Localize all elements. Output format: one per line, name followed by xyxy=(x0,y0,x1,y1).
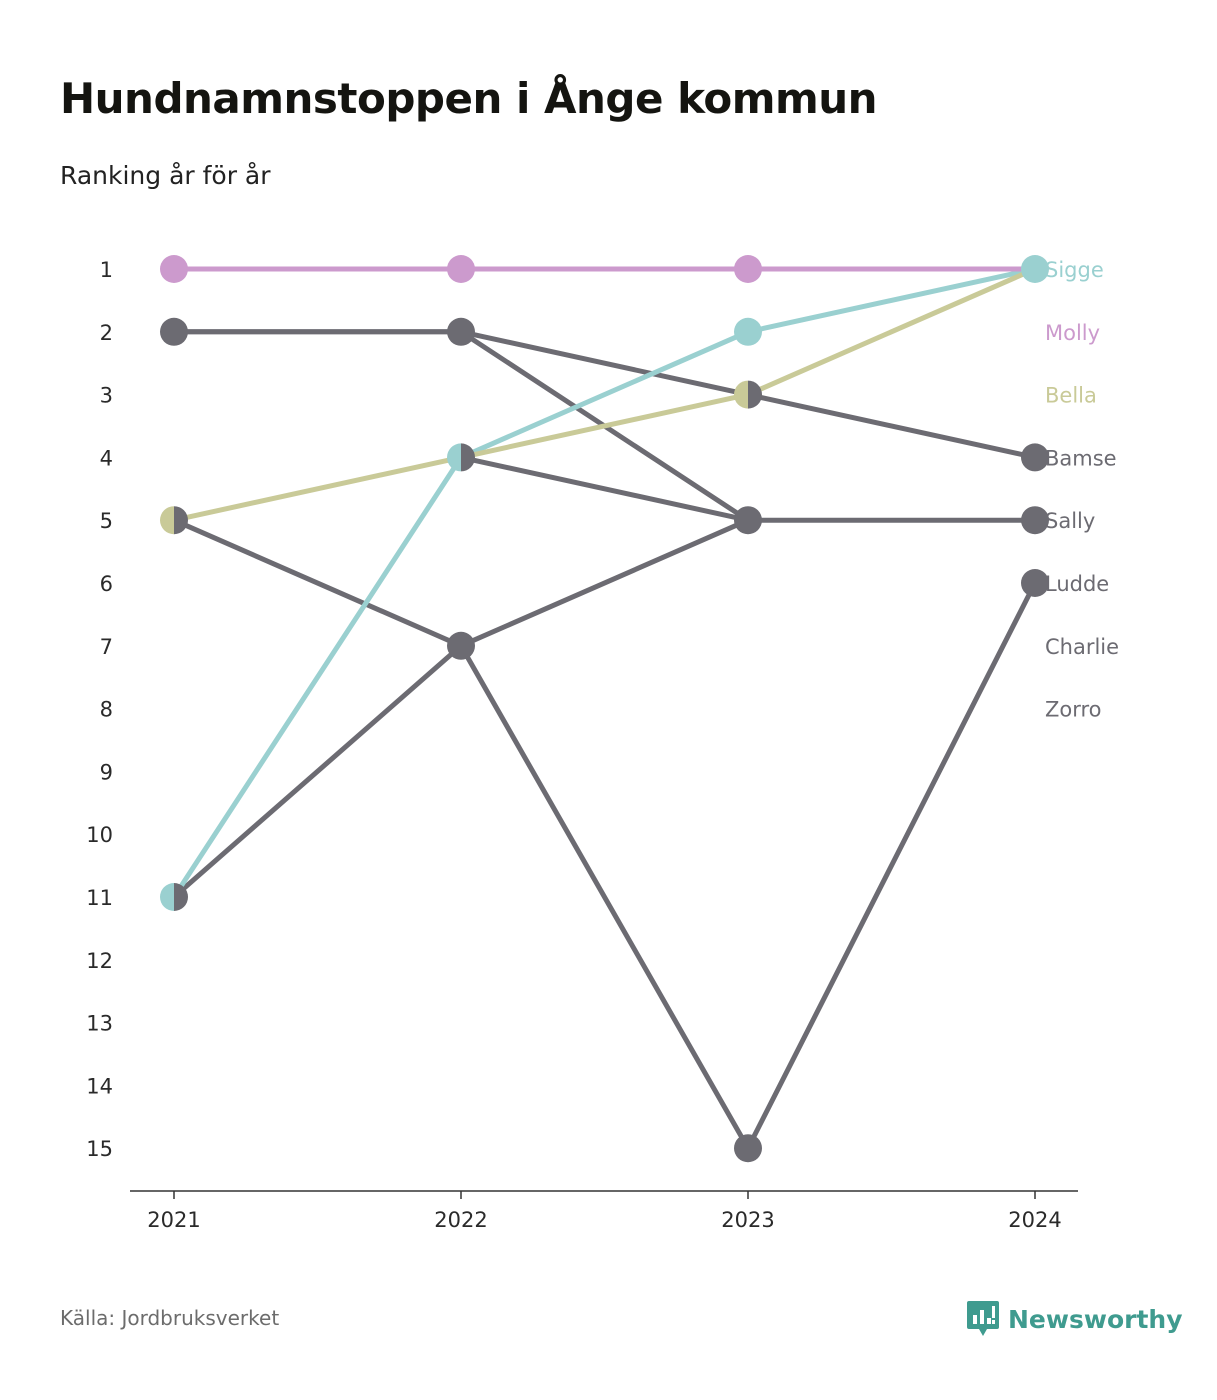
series-label-zorro: Zorro xyxy=(1045,698,1102,722)
series-label-charlie: Charlie xyxy=(1045,635,1119,659)
data-point-ludde xyxy=(1021,569,1049,597)
series-label-bella: Bella xyxy=(1045,384,1097,408)
data-point-molly xyxy=(160,255,188,283)
data-point-sally-ludde xyxy=(447,631,475,660)
y-tick-label: 2 xyxy=(100,321,113,345)
y-tick-label: 4 xyxy=(100,446,113,470)
data-point-bella-ludde-right xyxy=(174,506,188,535)
series-label-sally: Sally xyxy=(1045,509,1095,533)
series-label-molly: Molly xyxy=(1045,321,1100,345)
data-point-sally xyxy=(1021,506,1049,535)
series-label-bamse: Bamse xyxy=(1045,446,1117,470)
y-tick-label: 5 xyxy=(100,509,113,533)
y-tick-label: 11 xyxy=(86,886,113,910)
chart-subtitle: Ranking år för år xyxy=(60,161,271,190)
bar-chart-speech-bubble-icon xyxy=(967,1301,999,1336)
data-point-sigge-bella-charlie-right xyxy=(461,443,476,472)
data-point-sigge xyxy=(734,317,762,346)
chart-title: Hundnamnstoppen i Ånge kommun xyxy=(60,74,878,123)
data-point-bamse-zorro xyxy=(447,317,475,346)
data-point-bamse xyxy=(1021,443,1049,472)
y-tick-label: 1 xyxy=(100,258,113,282)
y-tick-label: 15 xyxy=(86,1137,113,1161)
y-tick-label: 3 xyxy=(100,384,113,408)
y-tick-label: 14 xyxy=(86,1074,113,1098)
series-line-sally xyxy=(172,517,1035,899)
data-point-molly xyxy=(734,255,762,283)
data-point-sally-charlie-zorro xyxy=(734,506,762,535)
x-tick-label: 2024 xyxy=(1008,1208,1061,1232)
data-point-ludde xyxy=(734,1134,762,1163)
x-tick-label: 2021 xyxy=(147,1208,200,1232)
series-line-ludde xyxy=(172,517,1038,1151)
data-point-bamse-zorro xyxy=(160,317,188,346)
data-point-sigge-sally-right xyxy=(174,883,188,911)
series-line-charlie xyxy=(460,454,749,523)
data-point-bella-ludde-left xyxy=(160,506,174,535)
brand-logo: Newsworthy xyxy=(966,1300,1183,1338)
y-tick-label: 6 xyxy=(100,572,113,596)
source-note: Källa: Jordbruksverket xyxy=(60,1306,280,1330)
series-line-zorro xyxy=(174,329,750,523)
data-point-sigge-molly-bella xyxy=(1021,255,1049,283)
data-point-molly xyxy=(447,255,475,283)
y-tick-label: 10 xyxy=(86,823,113,847)
data-point-bella-bamse-left xyxy=(734,380,748,409)
y-tick-label: 8 xyxy=(100,698,113,722)
y-tick-label: 7 xyxy=(100,635,113,659)
data-point-sigge-sally-left xyxy=(160,883,174,911)
series-line-bella xyxy=(173,266,1037,523)
x-tick-label: 2023 xyxy=(721,1208,774,1232)
brand-name: Newsworthy xyxy=(1008,1304,1183,1334)
series-line-sigge xyxy=(171,266,1036,899)
series-label-sigge: Sigge xyxy=(1045,258,1104,282)
y-tick-label: 12 xyxy=(86,949,113,973)
data-point-bella-bamse-right xyxy=(748,380,762,409)
y-tick-label: 13 xyxy=(86,1012,113,1036)
data-point-sigge-bella-charlie-left xyxy=(447,443,461,472)
y-tick-label: 9 xyxy=(100,760,113,784)
series-label-ludde: Ludde xyxy=(1045,572,1109,596)
x-tick-label: 2022 xyxy=(434,1208,487,1232)
